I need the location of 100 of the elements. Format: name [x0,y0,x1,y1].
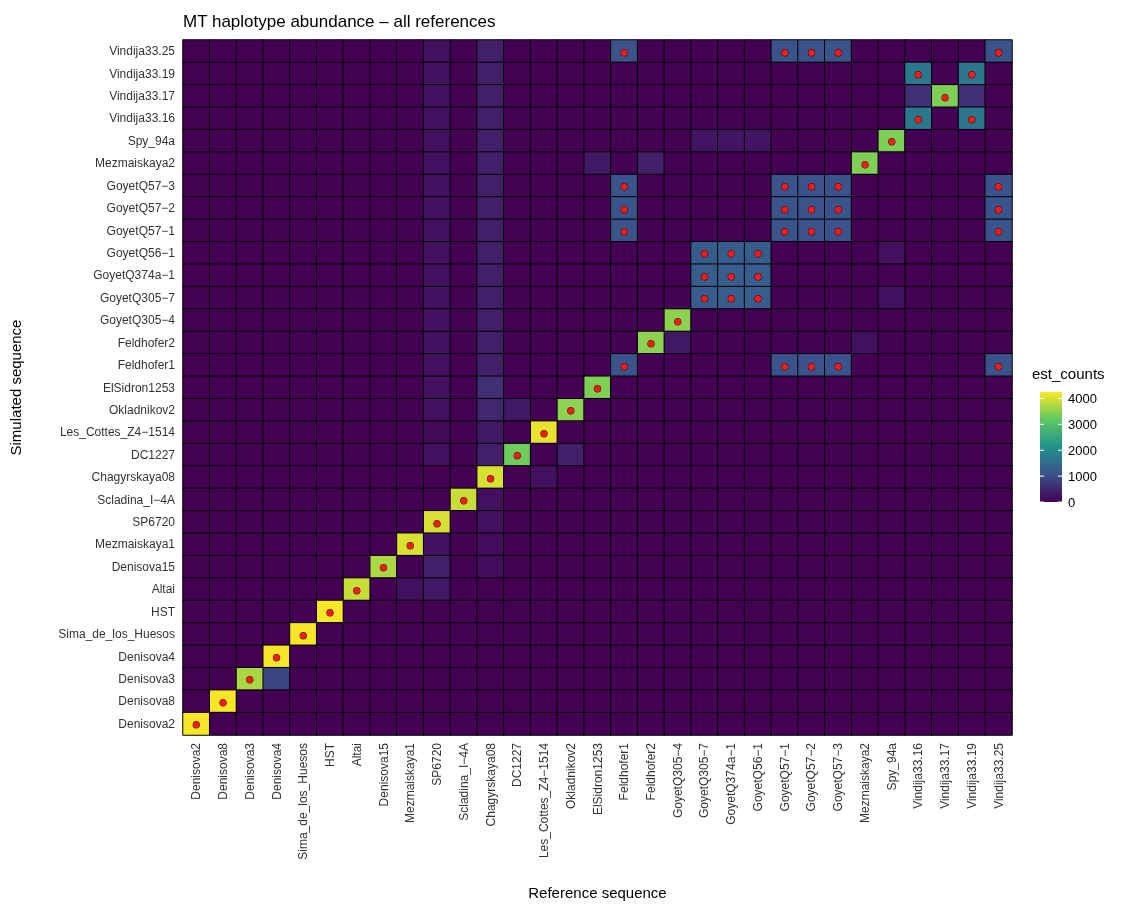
x-tick-label: Spy_94a [884,742,899,791]
color-bar-label: 0 [1068,494,1076,510]
data-label: ● [699,244,709,262]
data-label: ● [887,132,897,150]
x-tick-label: Vindija33.17 [938,742,953,809]
data-label: ● [994,222,1004,240]
x-tick-label: Altai [349,743,364,767]
y-tick-label: Denisova2 [118,716,176,731]
y-tick-label: Vindija33.25 [109,44,176,59]
data-label: ● [913,65,923,83]
data-label: ● [780,177,790,195]
y-tick-label: GoyetQ56−1 [106,245,176,260]
x-tick-label: Scladina_I−4A [456,743,471,821]
data-label: ● [913,109,923,127]
y-tick-label: ElSidron1253 [102,380,176,395]
data-label: ● [245,670,255,688]
data-label: ● [619,199,629,217]
data-label: ● [994,177,1004,195]
data-label: ● [833,177,843,195]
color-bar-label: 2000 [1068,442,1097,458]
x-tick-label: GoyetQ57−3 [831,742,846,812]
data-label: ● [753,289,763,307]
x-tick-label: Chagyrskaya08 [483,742,498,827]
data-label: ● [405,535,415,553]
data-label: ● [673,311,683,329]
data-label: ● [619,177,629,195]
y-tick-label: Scladina_I−4A [97,492,175,507]
x-tick-label: Les_Cottes_Z4−1514 [537,742,552,859]
y-tick-label: Okladnikov2 [108,402,176,417]
data-label: ● [619,42,629,60]
data-label: ● [352,580,362,598]
y-tick-label: Vindija33.17 [109,89,176,104]
data-label: ● [726,289,736,307]
color-bar-title: est_counts [1032,365,1105,382]
data-label: ● [860,154,870,172]
y-tick-label: Denisova4 [118,649,176,664]
x-tick-label: Denisova4 [269,742,284,800]
data-label: ● [780,356,790,374]
data-label: ● [699,289,709,307]
x-tick-label: GoyetQ57−1 [777,742,792,812]
x-tick-label: Vindija33.25 [991,742,1006,809]
data-label: ● [967,65,977,83]
data-label: ● [432,513,442,531]
x-axis-title: Reference sequence [528,884,667,901]
data-label: ● [833,356,843,374]
data-label: ● [619,356,629,374]
x-tick-label: Okladnikov2 [563,742,578,810]
data-label: ● [699,266,709,284]
data-label: ● [833,199,843,217]
y-tick-label: DC1227 [130,447,176,462]
data-label: ● [806,222,816,240]
x-tick-label: Feldhofer2 [643,742,658,801]
data-label: ● [539,423,549,441]
data-label: ● [646,334,656,352]
y-tick-label: GoyetQ305−7 [99,290,176,305]
data-label: ● [379,558,389,576]
y-tick-label: HST [151,604,176,619]
data-label: ● [325,603,335,621]
y-tick-label: Mezmaiskaya2 [94,156,176,171]
x-tick-label: Feldhofer1 [617,742,632,801]
y-axis-title: Simulated sequence [7,319,24,456]
y-tick-label: Chagyrskaya08 [91,470,176,485]
y-tick-label: Vindija33.19 [109,66,176,81]
x-tick-label: DC1227 [510,742,525,788]
y-tick-label: Feldhofer1 [117,358,176,373]
data-label: ● [833,222,843,240]
x-tick-label: Vindija33.16 [911,742,926,809]
y-tick-label: GoyetQ57−2 [106,201,176,216]
data-label: ● [780,42,790,60]
y-tick-label: GoyetQ305−4 [99,313,176,328]
color-bar-label: 4000 [1068,390,1097,406]
data-label: ● [780,199,790,217]
x-tick-label: Mezmaiskaya2 [857,742,872,824]
y-tick-label: GoyetQ57−1 [106,223,176,238]
data-label: ● [806,177,816,195]
data-label: ● [459,491,469,509]
data-label: ● [753,266,763,284]
data-label: ● [753,244,763,262]
x-tick-label: Denisova15 [376,742,391,807]
x-tick-label: GoyetQ56−1 [750,742,765,812]
data-label: ● [592,379,603,396]
y-tick-label: Sima_de_los_Huesos [58,627,175,642]
data-label: ● [967,109,977,127]
data-label: ● [298,625,308,643]
x-tick-label: Vindija33.19 [964,742,979,809]
x-tick-label: GoyetQ57−2 [804,742,819,812]
data-label: ● [994,356,1004,374]
x-tick-label: Denisova8 [216,742,231,800]
color-bar-label: 1000 [1068,468,1097,484]
x-tick-label: GoyetQ374a−1 [724,742,739,825]
x-tick-label: Sima_de_los_Huesos [296,743,311,860]
y-tick-label: Denisova8 [118,694,176,709]
data-label: ● [940,87,950,105]
y-tick-label: Denisova3 [118,671,176,686]
data-label: ● [726,266,736,284]
y-tick-label: GoyetQ57−3 [106,178,176,193]
y-tick-label: Altai [151,582,175,597]
data-label: ● [726,244,736,262]
data-label: ● [833,42,843,60]
y-tick-label: Mezmaiskaya1 [94,537,176,552]
